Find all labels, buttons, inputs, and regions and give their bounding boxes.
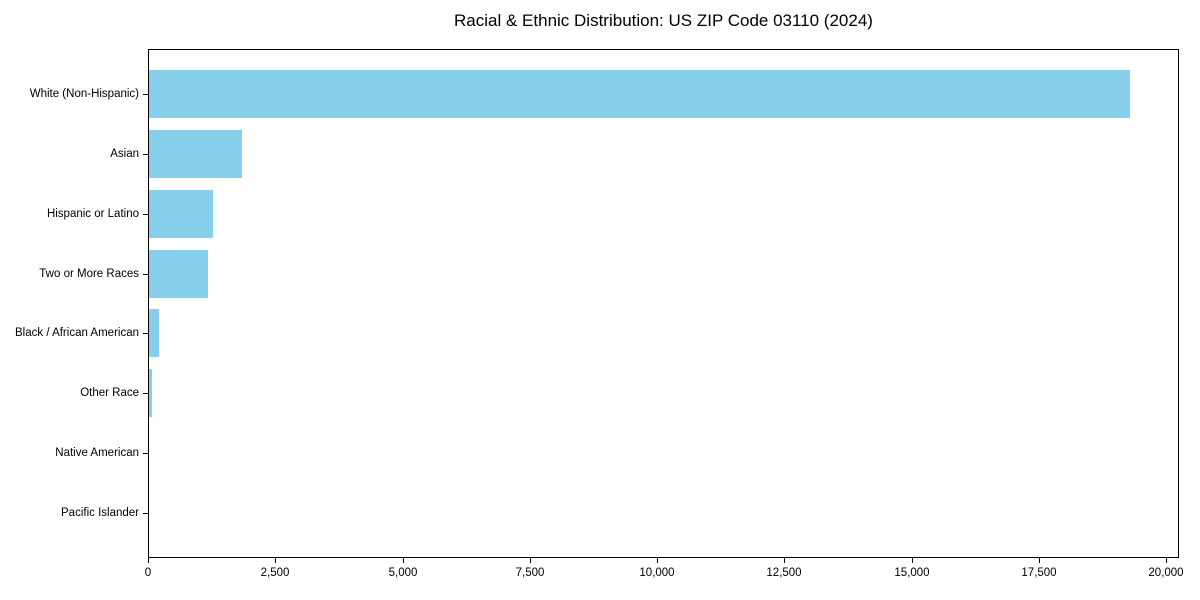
- y-axis-label: White (Non-Hispanic): [29, 88, 139, 100]
- bar: [149, 309, 159, 357]
- x-tick-label: 0: [144, 567, 152, 579]
- x-tick-label: 15,000: [894, 567, 930, 579]
- x-tick: [148, 558, 149, 563]
- y-tick: [143, 453, 148, 454]
- y-axis-label: Hispanic or Latino: [46, 208, 139, 220]
- y-axis-label: Two or More Races: [39, 268, 139, 280]
- y-tick: [143, 333, 148, 334]
- x-tick-label: 20,000: [1148, 567, 1184, 579]
- x-tick: [784, 558, 785, 563]
- y-tick: [143, 214, 148, 215]
- y-tick: [143, 94, 148, 95]
- x-tick-label: 12,500: [766, 567, 802, 579]
- bar: [149, 369, 152, 417]
- plot-area: [148, 49, 1179, 558]
- x-tick: [1039, 558, 1040, 563]
- bar: [149, 130, 242, 178]
- bar: [149, 70, 1130, 118]
- y-axis-label: Pacific Islander: [61, 507, 139, 519]
- x-tick: [530, 558, 531, 563]
- bar: [149, 250, 208, 298]
- x-tick: [1166, 558, 1167, 563]
- x-tick-label: 2,500: [260, 567, 290, 579]
- y-axis-label: Native American: [55, 447, 139, 459]
- y-axis-label: Other Race: [80, 387, 139, 399]
- y-tick: [143, 154, 148, 155]
- x-tick-label: 10,000: [639, 567, 675, 579]
- y-tick: [143, 513, 148, 514]
- x-tick: [403, 558, 404, 563]
- x-tick-label: 17,500: [1021, 567, 1057, 579]
- x-tick-label: 5,000: [388, 567, 418, 579]
- y-axis-label: Black / African American: [15, 327, 139, 339]
- bar: [149, 190, 213, 238]
- x-tick: [657, 558, 658, 563]
- x-tick-label: 7,500: [515, 567, 545, 579]
- y-tick: [143, 393, 148, 394]
- y-tick: [143, 274, 148, 275]
- y-axis-label: Asian: [110, 148, 139, 160]
- chart-title: Racial & Ethnic Distribution: US ZIP Cod…: [454, 11, 873, 30]
- x-tick: [912, 558, 913, 563]
- x-tick: [275, 558, 276, 563]
